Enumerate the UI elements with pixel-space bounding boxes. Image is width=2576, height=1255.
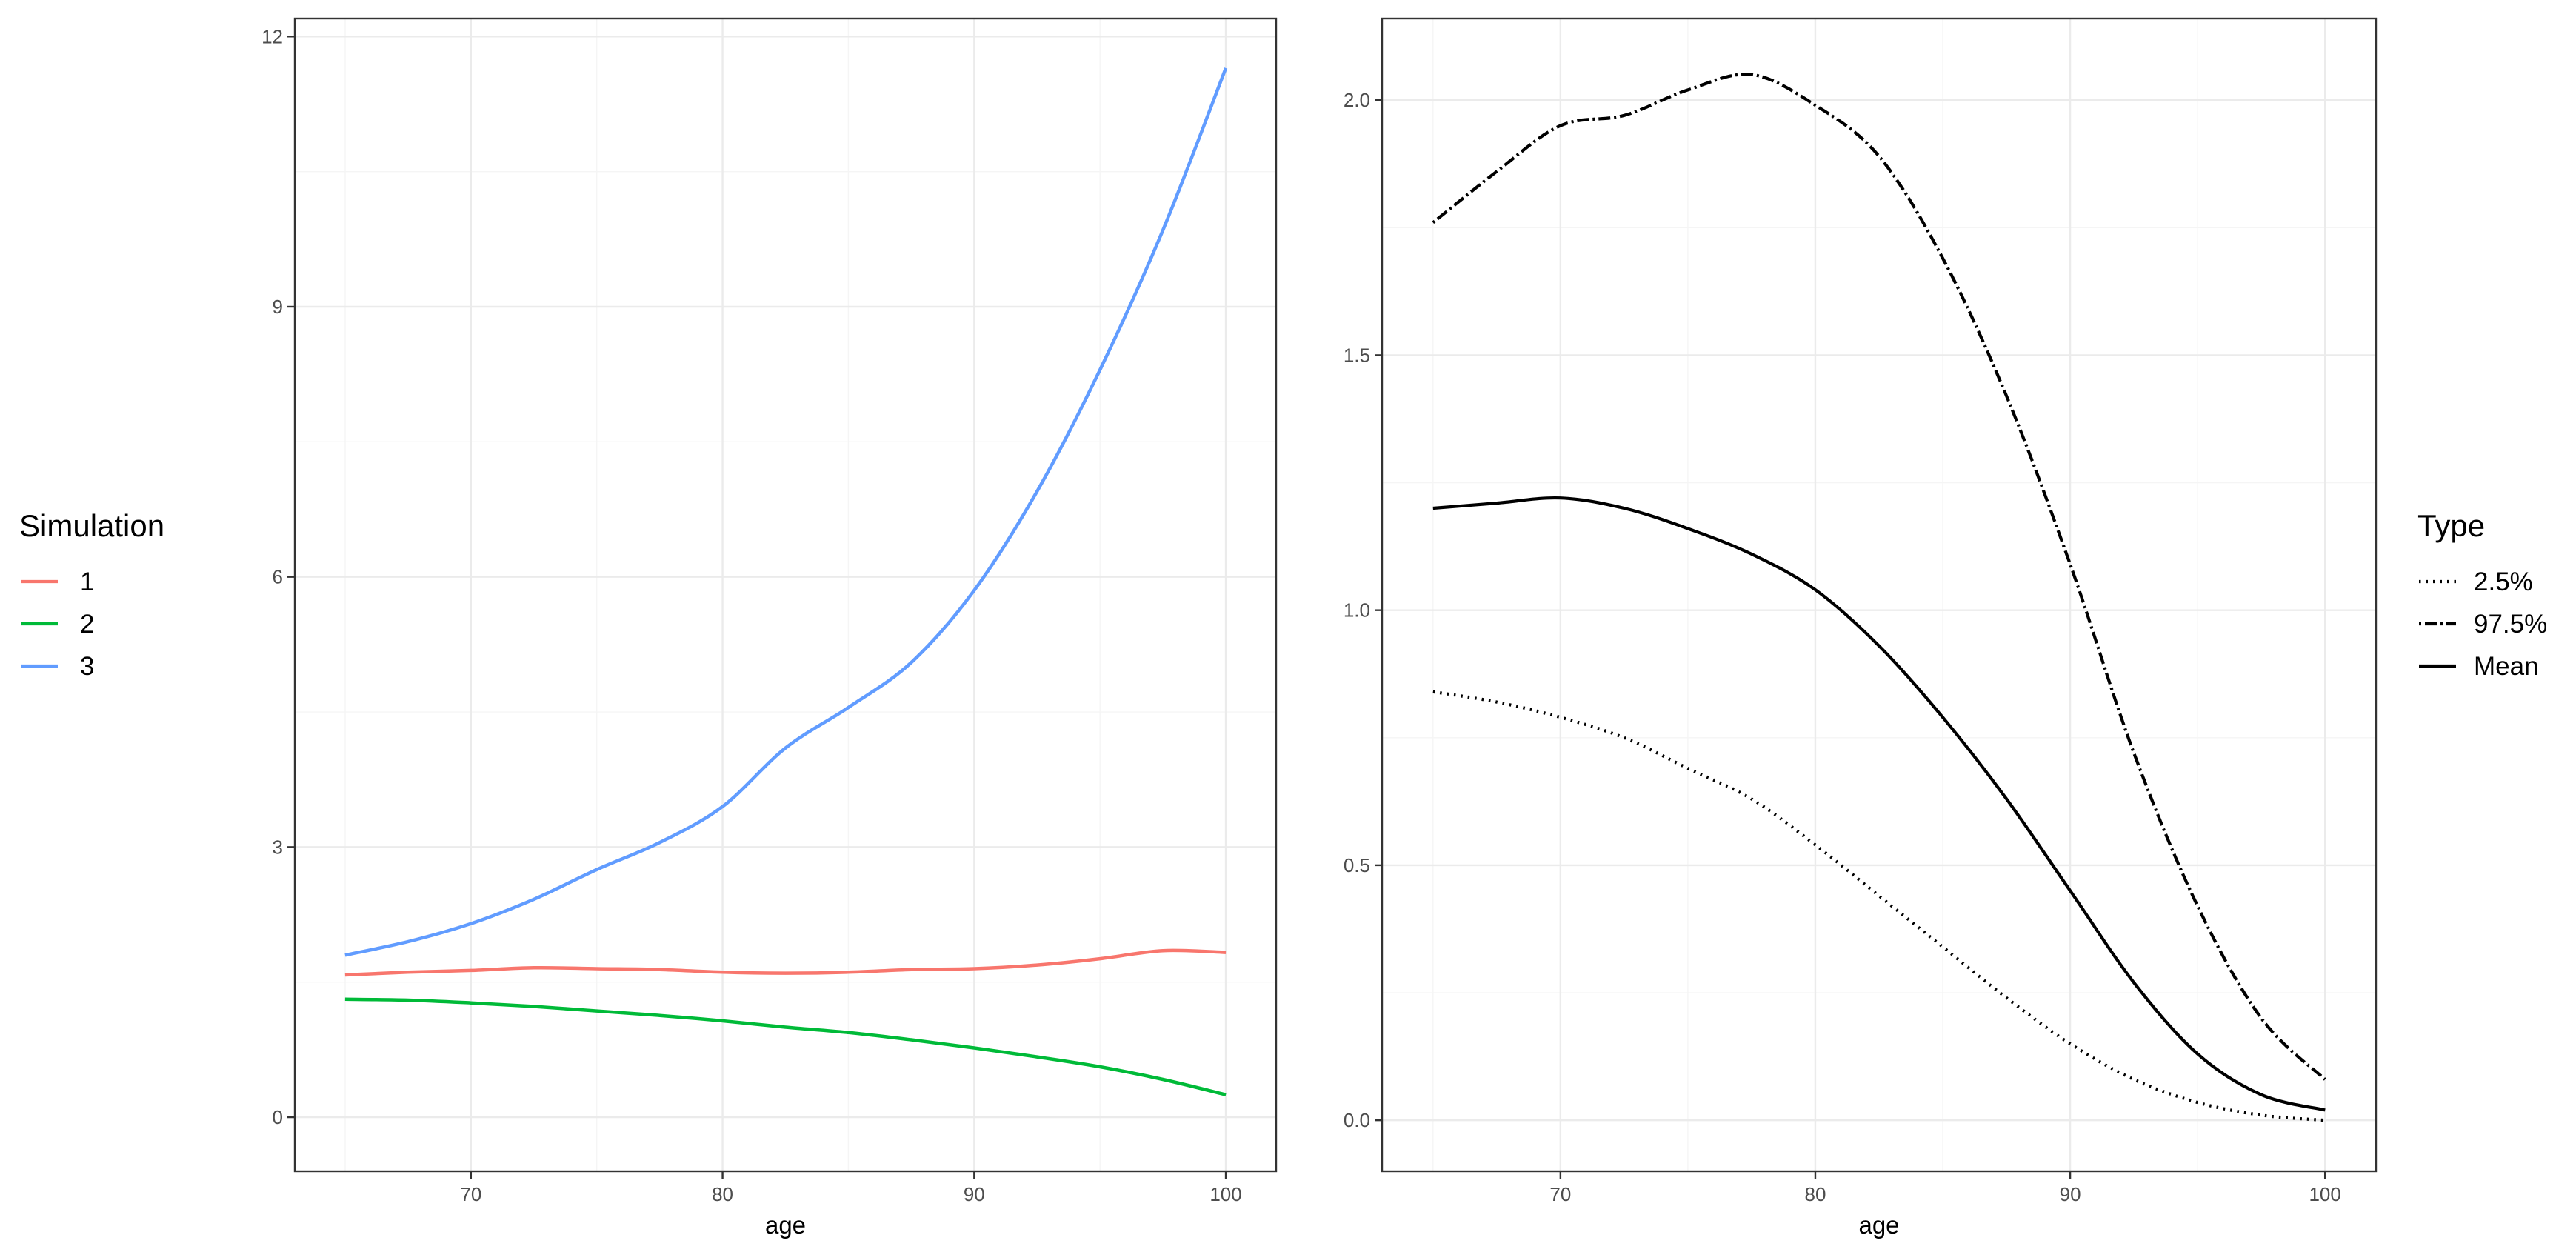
plot-background (1382, 19, 2376, 1171)
x-tick-label: 90 (2060, 1183, 2081, 1205)
y-tick-label: 1.5 (1344, 344, 1370, 366)
left-panel: 70 80 90 100 0 3 6 9 12 age (261, 17, 1278, 1239)
legend-label-3: 3 (80, 652, 94, 681)
x-axis-title: age (765, 1211, 806, 1239)
legend-title: Simulation (19, 508, 164, 543)
x-tick-label: 80 (712, 1183, 733, 1205)
type-legend: Type 2.5% 97.5% Mean (2417, 508, 2547, 681)
panel-border (293, 17, 1278, 1173)
right-panel: 70 80 90 100 0.0 0.5 1.0 1.5 2.0 age (1344, 17, 2378, 1239)
series-line-2 (344, 997, 1227, 1096)
x-axis-title: age (1858, 1211, 1899, 1239)
legend-label-Mean: Mean (2474, 652, 2539, 681)
x-tick-label: 100 (2309, 1183, 2340, 1205)
y-tick-label: 0.0 (1344, 1109, 1370, 1131)
x-tick-label: 70 (1549, 1183, 1571, 1205)
y-tick-label: 6 (273, 566, 283, 588)
y-tick-label: 0 (273, 1106, 283, 1128)
series-line-97.5% (1432, 73, 2326, 1081)
x-tick-label: 90 (964, 1183, 985, 1205)
y-tick-label: 9 (273, 296, 283, 318)
series-line-1 (344, 948, 1227, 977)
legend-label-1: 1 (80, 567, 94, 596)
panel-border (1381, 17, 2378, 1173)
series-line-2.5% (1432, 690, 2326, 1122)
y-tick-label: 12 (261, 25, 283, 47)
x-tick-label: 100 (1209, 1183, 1241, 1205)
x-tick-label: 70 (460, 1183, 481, 1205)
series-line-3 (344, 67, 1228, 957)
y-tick-label: 2.0 (1344, 89, 1370, 111)
series-line-Mean (1432, 496, 2326, 1112)
legend-label-2.5%: 2.5% (2474, 567, 2533, 596)
simulation-legend: Simulation 1 2 3 (19, 508, 164, 681)
plot-background (295, 19, 1276, 1171)
y-tick-label: 3 (273, 836, 283, 858)
legend-title: Type (2417, 508, 2485, 543)
legend-label-97.5%: 97.5% (2474, 610, 2547, 639)
y-tick-label: 1.0 (1344, 599, 1370, 622)
y-tick-label: 0.5 (1344, 854, 1370, 876)
legend-label-2: 2 (80, 610, 94, 639)
x-tick-label: 80 (1805, 1183, 1826, 1205)
